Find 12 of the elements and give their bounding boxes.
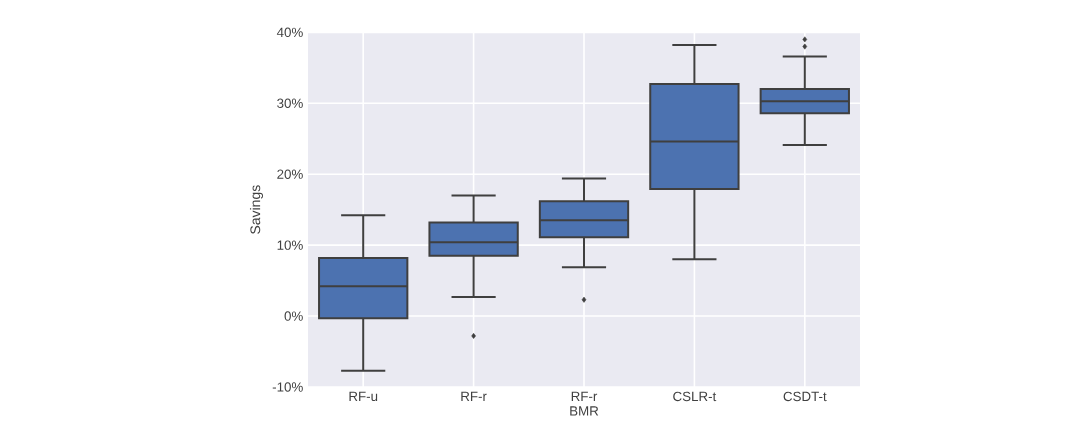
- y-axis-title: Savings: [249, 185, 264, 234]
- y-tick-label: 10%: [277, 240, 303, 250]
- x-tick-label: RF-r: [461, 391, 487, 401]
- x-tick-label: CSLR-t: [673, 391, 717, 402]
- x-tick-label: RF-u: [349, 391, 378, 402]
- x-tick-label: CSDT-t: [783, 391, 827, 402]
- y-tick-label: 0%: [284, 311, 303, 321]
- y-tick-label: 40%: [276, 27, 303, 38]
- x-tick-label: RF-r BMR: [570, 391, 599, 416]
- y-tick-label: 20%: [277, 169, 303, 179]
- y-tick-label: 30%: [277, 98, 303, 108]
- y-tick-label: -10%: [272, 382, 303, 392]
